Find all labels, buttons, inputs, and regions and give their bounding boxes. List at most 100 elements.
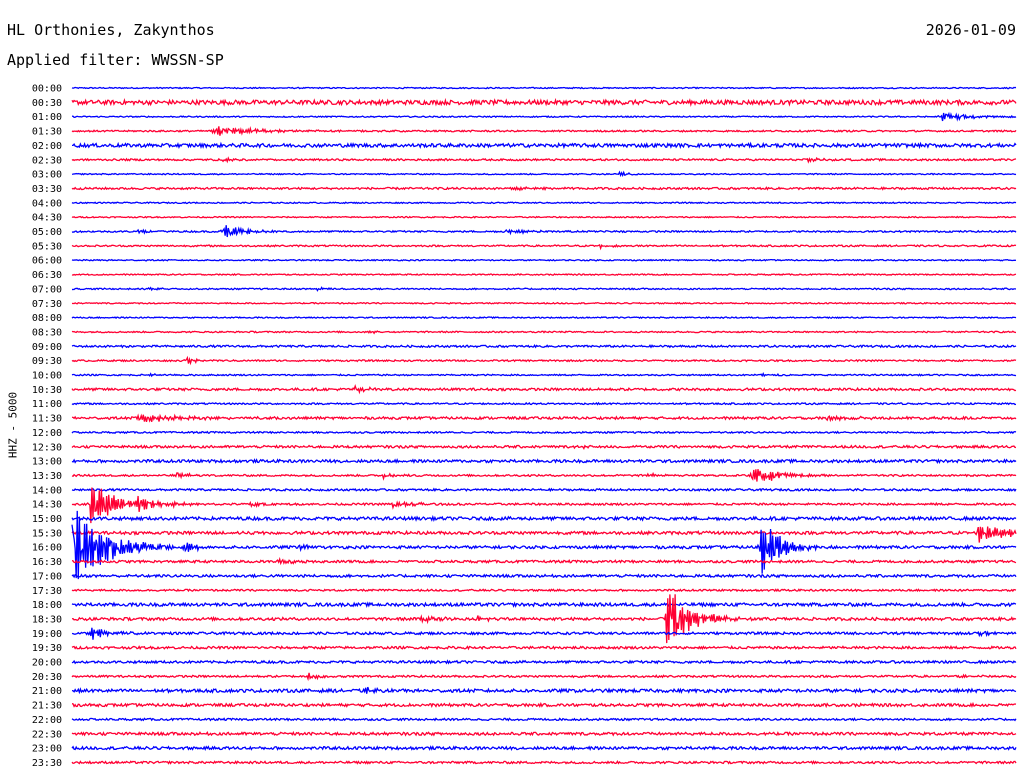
station-title: HL Orthonies, Zakynthos (7, 21, 215, 39)
row-tick-label: 06:00 (32, 256, 62, 267)
row-tick-label: 17:00 (32, 571, 62, 582)
row-tick-label: 19:00 (32, 629, 62, 640)
row-tick-label: 01:30 (32, 127, 62, 138)
trace-line (71, 170, 1017, 178)
row-tick-label: 15:30 (32, 528, 62, 539)
trace-line (71, 329, 1017, 335)
row-tick-label: 03:00 (32, 170, 62, 181)
trace-line (71, 717, 1017, 722)
row-tick-label: 09:30 (32, 356, 62, 367)
row-tick-label: 22:30 (32, 729, 62, 740)
trace-line (71, 156, 1017, 164)
trace-line (71, 659, 1017, 665)
trace-line (71, 627, 1017, 640)
trace-line (71, 243, 1017, 251)
trace-line (71, 111, 1017, 122)
trace-line (71, 588, 1017, 593)
trace-line (71, 372, 1017, 378)
trace-line (71, 383, 1017, 395)
row-tick-label: 07:30 (32, 299, 62, 310)
trace-line (71, 645, 1017, 651)
row-tick-label: 01:00 (32, 112, 62, 123)
trace-line (71, 185, 1017, 192)
row-tick-label: 20:30 (32, 672, 62, 683)
trace-line (71, 458, 1017, 465)
trace-line (71, 510, 1017, 580)
trace-line (71, 86, 1017, 90)
row-tick-label: 11:30 (32, 414, 62, 425)
row-tick-label: 10:30 (32, 385, 62, 396)
row-tick-label: 11:00 (32, 399, 62, 410)
row-tick-label: 16:30 (32, 557, 62, 568)
trace-line (71, 760, 1017, 765)
row-tick-label: 12:30 (32, 442, 62, 453)
trace-line (71, 444, 1017, 450)
trace-line (71, 672, 1017, 682)
row-tick-label: 15:00 (32, 514, 62, 525)
trace-line (71, 201, 1017, 205)
row-tick-label: 09:00 (32, 342, 62, 353)
trace-line (71, 401, 1017, 406)
row-tick-label: 08:00 (32, 313, 62, 324)
trace-line (71, 316, 1017, 320)
trace-line (71, 430, 1017, 435)
row-tick-label: 00:00 (32, 84, 62, 95)
row-tick-label: 08:30 (32, 327, 62, 338)
filter-label: Applied filter: WWSSN-SP (7, 51, 224, 69)
row-tick-label: 22:00 (32, 715, 62, 726)
row-tick-label: 19:30 (32, 643, 62, 654)
row-tick-label: 04:00 (32, 198, 62, 209)
row-tick-label: 07:00 (32, 284, 62, 295)
row-tick-label: 02:30 (32, 155, 62, 166)
trace-line (71, 594, 1017, 644)
row-tick-label: 13:00 (32, 457, 62, 468)
trace-line (71, 487, 1017, 524)
trace-line (71, 126, 1017, 136)
trace-line (71, 97, 1017, 107)
row-tick-label: 16:00 (32, 543, 62, 554)
trace-line (71, 355, 1017, 366)
trace-line (71, 514, 1017, 522)
row-tick-label: 05:30 (32, 241, 62, 252)
trace-line (71, 272, 1017, 277)
row-tick-label: 00:30 (32, 98, 62, 109)
row-tick-label: 20:00 (32, 658, 62, 669)
trace-line (71, 286, 1017, 292)
trace-line (71, 301, 1017, 305)
row-tick-label: 13:30 (32, 471, 62, 482)
row-tick-label: 14:30 (32, 500, 62, 511)
date-label: 2026-01-09 (925, 21, 1016, 39)
trace-line (71, 745, 1017, 752)
row-tick-label: 18:00 (32, 600, 62, 611)
row-tick-label: 21:30 (32, 701, 62, 712)
row-tick-label: 12:00 (32, 428, 62, 439)
trace-line (71, 487, 1017, 493)
trace-line (71, 701, 1017, 709)
row-tick-label: 17:30 (32, 586, 62, 597)
trace-line (71, 686, 1017, 695)
row-tick-label: 14:00 (32, 485, 62, 496)
row-tick-label: 03:30 (32, 184, 62, 195)
row-tick-label: 10:00 (32, 371, 62, 382)
trace-line (71, 730, 1017, 737)
trace-line (71, 141, 1017, 150)
row-tick-label: 02:00 (32, 141, 62, 152)
row-tick-label: 04:30 (32, 213, 62, 224)
trace-line (71, 573, 1017, 579)
trace-line (71, 258, 1017, 262)
trace-line (71, 601, 1017, 609)
row-tick-label: 23:30 (32, 758, 62, 769)
row-tick-label: 18:30 (32, 614, 62, 625)
trace-line (71, 556, 1017, 566)
trace-line (71, 469, 1017, 482)
trace-line (71, 215, 1017, 219)
row-tick-label: 06:30 (32, 270, 62, 281)
trace-line (71, 225, 1017, 238)
row-tick-label: 05:00 (32, 227, 62, 238)
trace-line (71, 526, 1017, 543)
row-tick-label: 21:00 (32, 686, 62, 697)
trace-line (71, 344, 1017, 349)
trace-line (71, 413, 1017, 423)
row-tick-label: 23:00 (32, 744, 62, 755)
